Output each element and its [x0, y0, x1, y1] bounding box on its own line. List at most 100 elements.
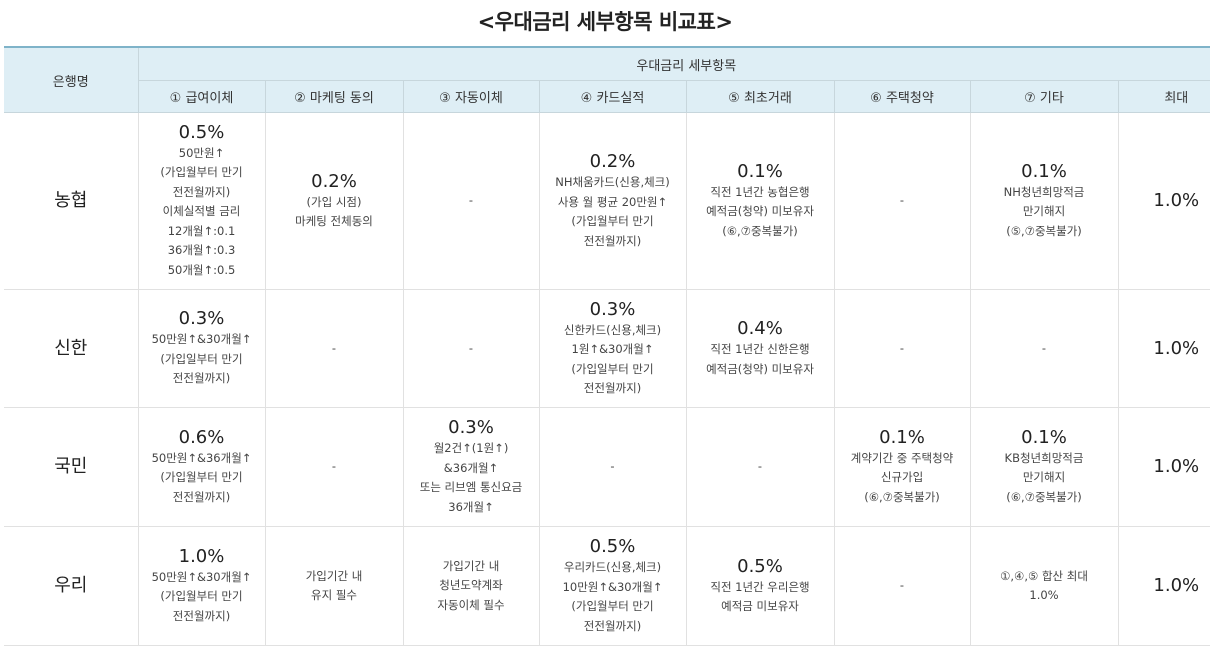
- condition-text: 50개월↑:0.5: [167, 262, 236, 277]
- page-title: <우대금리 세부항목 비교표>: [477, 10, 733, 34]
- condition-text: 직전 1년간 우리은행: [710, 579, 810, 594]
- rate-cell: -: [403, 112, 540, 290]
- table-body: 농협 0.5% 50만원↑ (가입월부터 만기 전전월까지) 이체실적별 금리 12개월↑:…: [4, 112, 1210, 646]
- condition-text: 전전월까지): [172, 371, 231, 386]
- condition-text: 50만원↑: [178, 145, 225, 160]
- max-rate: 1.0%: [1118, 526, 1210, 646]
- bank-column-header: 은행명: [4, 46, 139, 113]
- condition-text: 만기해지: [1022, 204, 1066, 219]
- rate-value: 0.1%: [879, 426, 925, 448]
- condition-text: (가입월부터 만기: [571, 599, 654, 613]
- condition-text: (⑥,⑦중복불가): [864, 489, 940, 504]
- condition-text: 예적금(청약) 미보유자: [706, 204, 814, 219]
- rate-cell: 0.2% (가입 시점) 마케팅 전체동의: [265, 112, 404, 290]
- rate-value: 0.4%: [737, 318, 783, 339]
- group-header: 우대금리 세부항목: [138, 46, 1210, 81]
- bank-name: 국민: [4, 407, 139, 527]
- condition-text: (⑥,⑦중복불가): [1006, 489, 1082, 504]
- condition-text: 만기해지: [1022, 470, 1066, 485]
- condition-text: (가입월부터 만기: [160, 589, 243, 604]
- condition-text: -: [468, 340, 474, 355]
- condition-text: NH청년희망적금: [1003, 184, 1085, 199]
- rate-value: 0.1%: [1021, 426, 1067, 448]
- condition-text: 신규가입: [880, 470, 924, 485]
- condition-text: -: [468, 193, 474, 208]
- condition-text: (⑥,⑦중복불가): [722, 223, 798, 238]
- condition-text: 유지 필수: [311, 588, 357, 602]
- rate-value: 0.2%: [589, 151, 636, 172]
- column-header-other: ⑦ 기타: [970, 80, 1119, 113]
- bank-name: 농협: [4, 112, 139, 290]
- rate-value: 0.1%: [737, 160, 783, 182]
- rate-cell: -: [686, 407, 835, 527]
- rate-value: 0.3%: [448, 417, 494, 438]
- rate-cell: 가입기간 내 청년도약계좌 자동이체 필수: [403, 526, 540, 646]
- condition-text: 50만원↑&30개월↑: [151, 332, 252, 347]
- condition-text: (가입월부터 만기: [571, 214, 654, 228]
- condition-text: 1원↑&30개월↑: [571, 342, 654, 356]
- max-rate: 1.0%: [1118, 112, 1210, 290]
- rate-cell: -: [834, 112, 971, 290]
- rate-cell: -: [265, 289, 404, 408]
- condition-text: 청년도약계좌: [439, 578, 503, 593]
- rate-cell: 0.6% 50만원↑&36개월↑ (가입월부터 만기 전전월까지): [138, 407, 266, 527]
- condition-text: ①,④,⑤ 합산 최대: [1000, 568, 1088, 583]
- condition-text: (⑤,⑦중복불가): [1006, 223, 1082, 238]
- condition-text: (가입 시점): [306, 194, 362, 209]
- condition-text: -: [610, 459, 615, 474]
- condition-text: 마케팅 전체동의: [295, 214, 373, 228]
- condition-text: 가입기간 내: [305, 568, 363, 583]
- column-header-housing-subscription: ⑥ 주택청약: [834, 80, 971, 113]
- column-header-marketing-consent: ② 마케팅 동의: [265, 80, 404, 113]
- column-header-max: 최대: [1118, 80, 1210, 113]
- rate-value: 0.6%: [178, 426, 225, 448]
- rate-value: 0.5%: [178, 121, 225, 143]
- rate-cell: -: [539, 407, 687, 527]
- condition-text: 50만원↑&30개월↑: [151, 569, 252, 584]
- rate-cell: 0.3% 월2건↑(1원↑) &36개월↑ 또는 리브엠 통신요금 36개월↑: [403, 407, 540, 527]
- condition-text: 12개월↑:0.1: [167, 223, 236, 238]
- condition-text: KB청년희망적금: [1004, 450, 1084, 465]
- bank-name: 우리: [4, 526, 139, 646]
- rate-cell: 0.3% 신한카드(신용,체크) 1원↑&30개월↑ (가입일부터 만기 전전월까지): [539, 289, 687, 408]
- rate-cell: ①,④,⑤ 합산 최대 1.0%: [970, 526, 1119, 646]
- rate-value: 0.5%: [589, 536, 636, 557]
- max-rate: 1.0%: [1118, 407, 1210, 527]
- rate-cell: -: [834, 526, 971, 646]
- column-header-salary-transfer: ① 급여이체: [138, 80, 266, 113]
- condition-text: -: [899, 578, 905, 593]
- condition-text: 전전월까지): [583, 618, 642, 633]
- condition-text: (가입월부터 만기: [160, 165, 243, 180]
- rate-cell: 0.4% 직전 1년간 신한은행 예적금(청약) 미보유자: [686, 289, 835, 408]
- condition-text: -: [757, 459, 763, 474]
- rate-value: 0.1%: [1021, 160, 1067, 182]
- condition-text: (가입일부터 만기: [160, 351, 243, 366]
- condition-text: -: [331, 459, 337, 474]
- condition-text: NH채움카드(신용,체크): [555, 175, 670, 189]
- condition-text: 이체실적별 금리: [162, 204, 241, 219]
- condition-text: -: [899, 193, 905, 208]
- table-row: 국민 0.6% 50만원↑&36개월↑ (가입월부터 만기 전전월까지) - 0.3% 월2건…: [4, 407, 1210, 527]
- table-row: 농협 0.5% 50만원↑ (가입월부터 만기 전전월까지) 이체실적별 금리 12개월↑:…: [4, 112, 1210, 290]
- rate-value: 0.5%: [737, 555, 783, 577]
- condition-text: 전전월까지): [172, 184, 231, 199]
- rate-value: 0.3%: [589, 298, 636, 320]
- condition-text: 전전월까지): [583, 381, 642, 395]
- condition-text: 계약기간 중 주택청약: [850, 450, 954, 465]
- rate-cell: -: [265, 407, 404, 527]
- condition-text: 10만원↑&30개월↑: [562, 579, 663, 594]
- condition-text: 직전 1년간 농협은행: [710, 184, 810, 199]
- rate-cell: 0.2% NH채움카드(신용,체크) 사용 월 평균 20만원↑ (가입월부터 만기 전…: [539, 112, 687, 290]
- table-row: 신한 0.3% 50만원↑&30개월↑ (가입일부터 만기 전전월까지) - - 0.3% 신한…: [4, 289, 1210, 408]
- condition-text: 50만원↑&36개월↑: [151, 450, 252, 465]
- column-header-first-transaction: ⑤ 최초거래: [686, 80, 835, 113]
- condition-text: 우리카드(신용,체크): [563, 560, 662, 574]
- condition-text: -: [899, 340, 905, 355]
- condition-text: 또는 리브엠 통신요금: [419, 480, 523, 494]
